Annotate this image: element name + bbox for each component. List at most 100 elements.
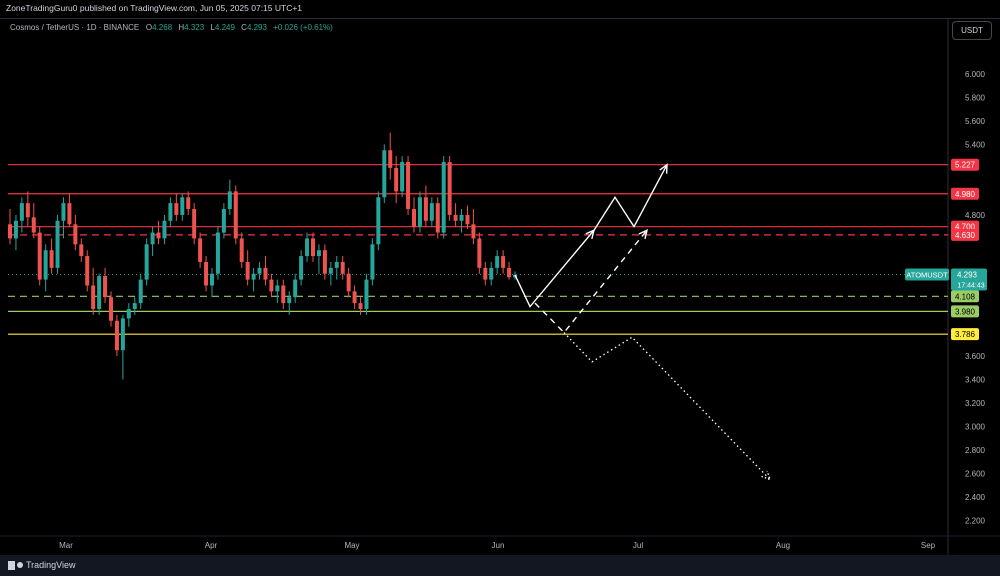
footer-bar: TradingView: [0, 555, 1000, 576]
candle-body: [162, 220, 167, 239]
tradingview-logo-icon: [8, 560, 23, 570]
candle-body: [417, 197, 422, 227]
candle-body: [316, 250, 321, 257]
candle-body: [471, 224, 476, 239]
candle-body: [305, 238, 310, 257]
projection-arrow-head: [659, 163, 668, 174]
candle-body: [376, 197, 381, 245]
close-value: 4.293: [246, 23, 267, 32]
candle-body: [311, 238, 315, 257]
price-tick-label: 2.800: [965, 446, 986, 455]
publisher-bar: ZoneTradingGuru0 published on TradingVie…: [0, 0, 1000, 19]
level-price-label: 5.227: [955, 161, 976, 170]
change-value: +0.026 (+0.61%): [273, 23, 333, 32]
candle-body: [406, 162, 411, 210]
candle-body: [156, 232, 161, 239]
level-price-tag: [951, 290, 979, 303]
publisher-line: ZoneTradingGuru0 published on TradingVie…: [6, 3, 303, 13]
candle-body: [245, 261, 250, 280]
candle-body: [186, 197, 191, 210]
candle-body: [293, 279, 298, 298]
candle-body: [429, 203, 434, 221]
projection-arrow-head: [638, 228, 649, 240]
candle-body: [227, 191, 232, 210]
candle-body: [97, 276, 102, 309]
candle-body: [49, 250, 54, 268]
candle-body: [334, 261, 339, 268]
candle-body: [126, 309, 131, 319]
candle-body: [114, 320, 119, 351]
candle-body: [79, 244, 84, 257]
candle-body: [328, 267, 333, 274]
level-price-label: 4.108: [955, 292, 976, 301]
candle-body: [91, 285, 96, 309]
time-tick-label: May: [344, 541, 359, 550]
time-tick-label: Apr: [205, 541, 218, 550]
candle-body: [73, 224, 78, 245]
level-price-tag: [951, 187, 979, 200]
candle-body: [483, 267, 488, 280]
level-price-label: 3.980: [955, 307, 976, 316]
candle-body: [204, 261, 209, 286]
candle-body: [192, 209, 197, 239]
projection-dashed-path: [534, 229, 648, 334]
candle-body: [358, 303, 363, 309]
tradingview-logo[interactable]: TradingView: [8, 560, 76, 570]
candle-body: [423, 197, 428, 221]
currency-button[interactable]: USDT: [952, 21, 992, 40]
ticker-label: ATOMUSDT: [906, 271, 948, 280]
candle-body: [507, 267, 512, 278]
price-tick-label: 3.400: [965, 376, 986, 385]
candle-body: [67, 203, 72, 225]
ticker-tag: [905, 268, 949, 281]
price-tick-label: 2.200: [965, 517, 986, 526]
candle-body: [364, 279, 369, 309]
candle-body: [215, 232, 220, 274]
level-price-tag: [951, 328, 979, 341]
candle-body: [19, 203, 24, 221]
candle-body: [287, 297, 292, 304]
time-tick-label: Mar: [59, 541, 73, 550]
candle-body: [459, 214, 464, 221]
symbol-legend: Cosmos / TetherUS · 1D · BINANCE O4.268 …: [10, 23, 333, 32]
price-tick-label: 3.200: [965, 399, 986, 408]
candle-body: [281, 285, 286, 304]
price-tick-label: 2.400: [965, 493, 986, 502]
candle-body: [150, 232, 155, 245]
candle-body: [8, 224, 12, 239]
high-label: H: [178, 23, 185, 32]
candle-body: [55, 220, 60, 268]
candle-body: [138, 279, 143, 304]
candle-body: [174, 203, 179, 215]
high-value: 4.323: [184, 23, 205, 32]
level-price-label: 4.980: [955, 190, 976, 199]
projection-dotted-path: [563, 332, 771, 480]
projection-solid-path: [514, 164, 668, 308]
symbol-name[interactable]: Cosmos / TetherUS · 1D · BINANCE: [10, 23, 140, 32]
candle-body: [400, 162, 405, 192]
time-tick-label: Jul: [633, 541, 643, 550]
candle-body: [103, 276, 108, 298]
bar-countdown-label: 17:44:43: [957, 283, 984, 290]
candle-body: [447, 162, 452, 215]
candle-body: [352, 291, 357, 304]
candle-body: [251, 273, 256, 280]
candle-body: [239, 238, 244, 262]
low-value: 4.249: [214, 23, 235, 32]
time-tick-label: Sep: [921, 541, 936, 550]
candle-body: [441, 162, 446, 233]
candle-body: [388, 150, 393, 168]
candle-body: [477, 238, 482, 268]
last-price-tag: [951, 268, 987, 291]
level-price-tag: [951, 158, 979, 171]
level-price-label: 4.700: [955, 223, 976, 232]
open-value: 4.268: [152, 23, 173, 32]
price-chart[interactable]: 6.000 5.800 5.600 5.400 4.800 3.600 3.400 3.200…: [0, 0, 1000, 555]
candle-body: [221, 209, 226, 233]
candle-body: [144, 244, 149, 280]
candle-body: [382, 150, 387, 198]
last-price-label: 4.293: [957, 271, 978, 280]
price-tick-label: 5.600: [965, 117, 986, 126]
level-price-tag: [951, 305, 979, 318]
projection-arrow-head: [761, 470, 772, 481]
